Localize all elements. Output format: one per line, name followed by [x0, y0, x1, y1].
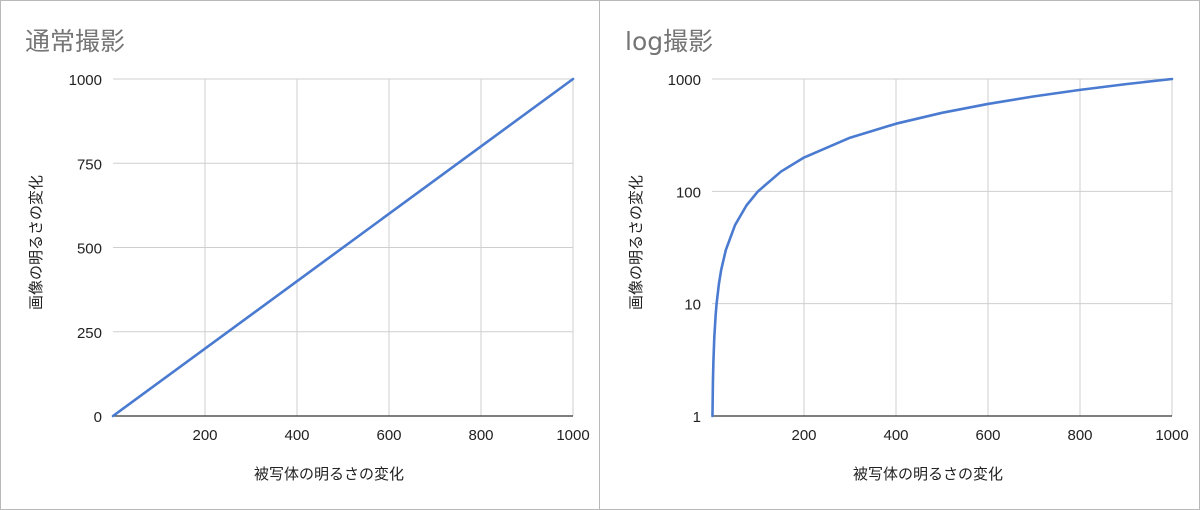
x-tick-label: 1000 — [1155, 427, 1188, 444]
x-tick-label: 1000 — [556, 427, 589, 444]
x-tick-label: 200 — [791, 427, 816, 444]
y-tick-label: 0 — [94, 409, 102, 426]
x-tick-label: 600 — [376, 427, 401, 444]
y-tick-label: 1 — [693, 409, 701, 426]
x-tick-label: 800 — [1067, 427, 1092, 444]
series-line — [111, 77, 575, 418]
chart-normal: 0 250 500 750 1000 200 400 600 800 1000 被写体の明るさの変化… — [28, 72, 590, 483]
y-tick-label: 750 — [77, 156, 102, 173]
x-tick-label: 600 — [975, 427, 1000, 444]
panel-divider — [599, 0, 600, 510]
chart-panel-log: log撮影 1 10 100 1000 200 400 600 800 1000 被写体の明るさの… — [600, 0, 1199, 510]
y-tick-label: 1000 — [668, 72, 701, 89]
y-tick-label: 100 — [676, 184, 701, 201]
y-tick-label: 10 — [684, 297, 701, 314]
y-tick-label: 1000 — [69, 72, 102, 89]
x-tick-label: 400 — [284, 427, 309, 444]
chart-panel-normal: 通常撮影 0 250 500 750 1000 200 400 600 800 1000 被写体の明… — [0, 0, 599, 510]
y-tick-label: 500 — [77, 241, 102, 258]
x-tick-label: 400 — [883, 427, 908, 444]
y-axis-label: 画像の明るさの変化 — [628, 175, 645, 310]
y-axis-label: 画像の明るさの変化 — [28, 175, 45, 310]
x-tick-label: 200 — [192, 427, 217, 444]
y-tick-label: 250 — [77, 325, 102, 342]
x-axis-label: 被写体の明るさの変化 — [254, 466, 404, 483]
chart-title: log撮影 — [625, 27, 714, 56]
x-tick-label: 800 — [468, 427, 493, 444]
chart-title: 通常撮影 — [25, 27, 126, 56]
chart-log: 1 10 100 1000 200 400 600 800 1000 被写体の明るさの変化 画像の明… — [628, 72, 1189, 483]
series-line — [711, 77, 1174, 418]
x-axis-label: 被写体の明るさの変化 — [853, 466, 1003, 483]
